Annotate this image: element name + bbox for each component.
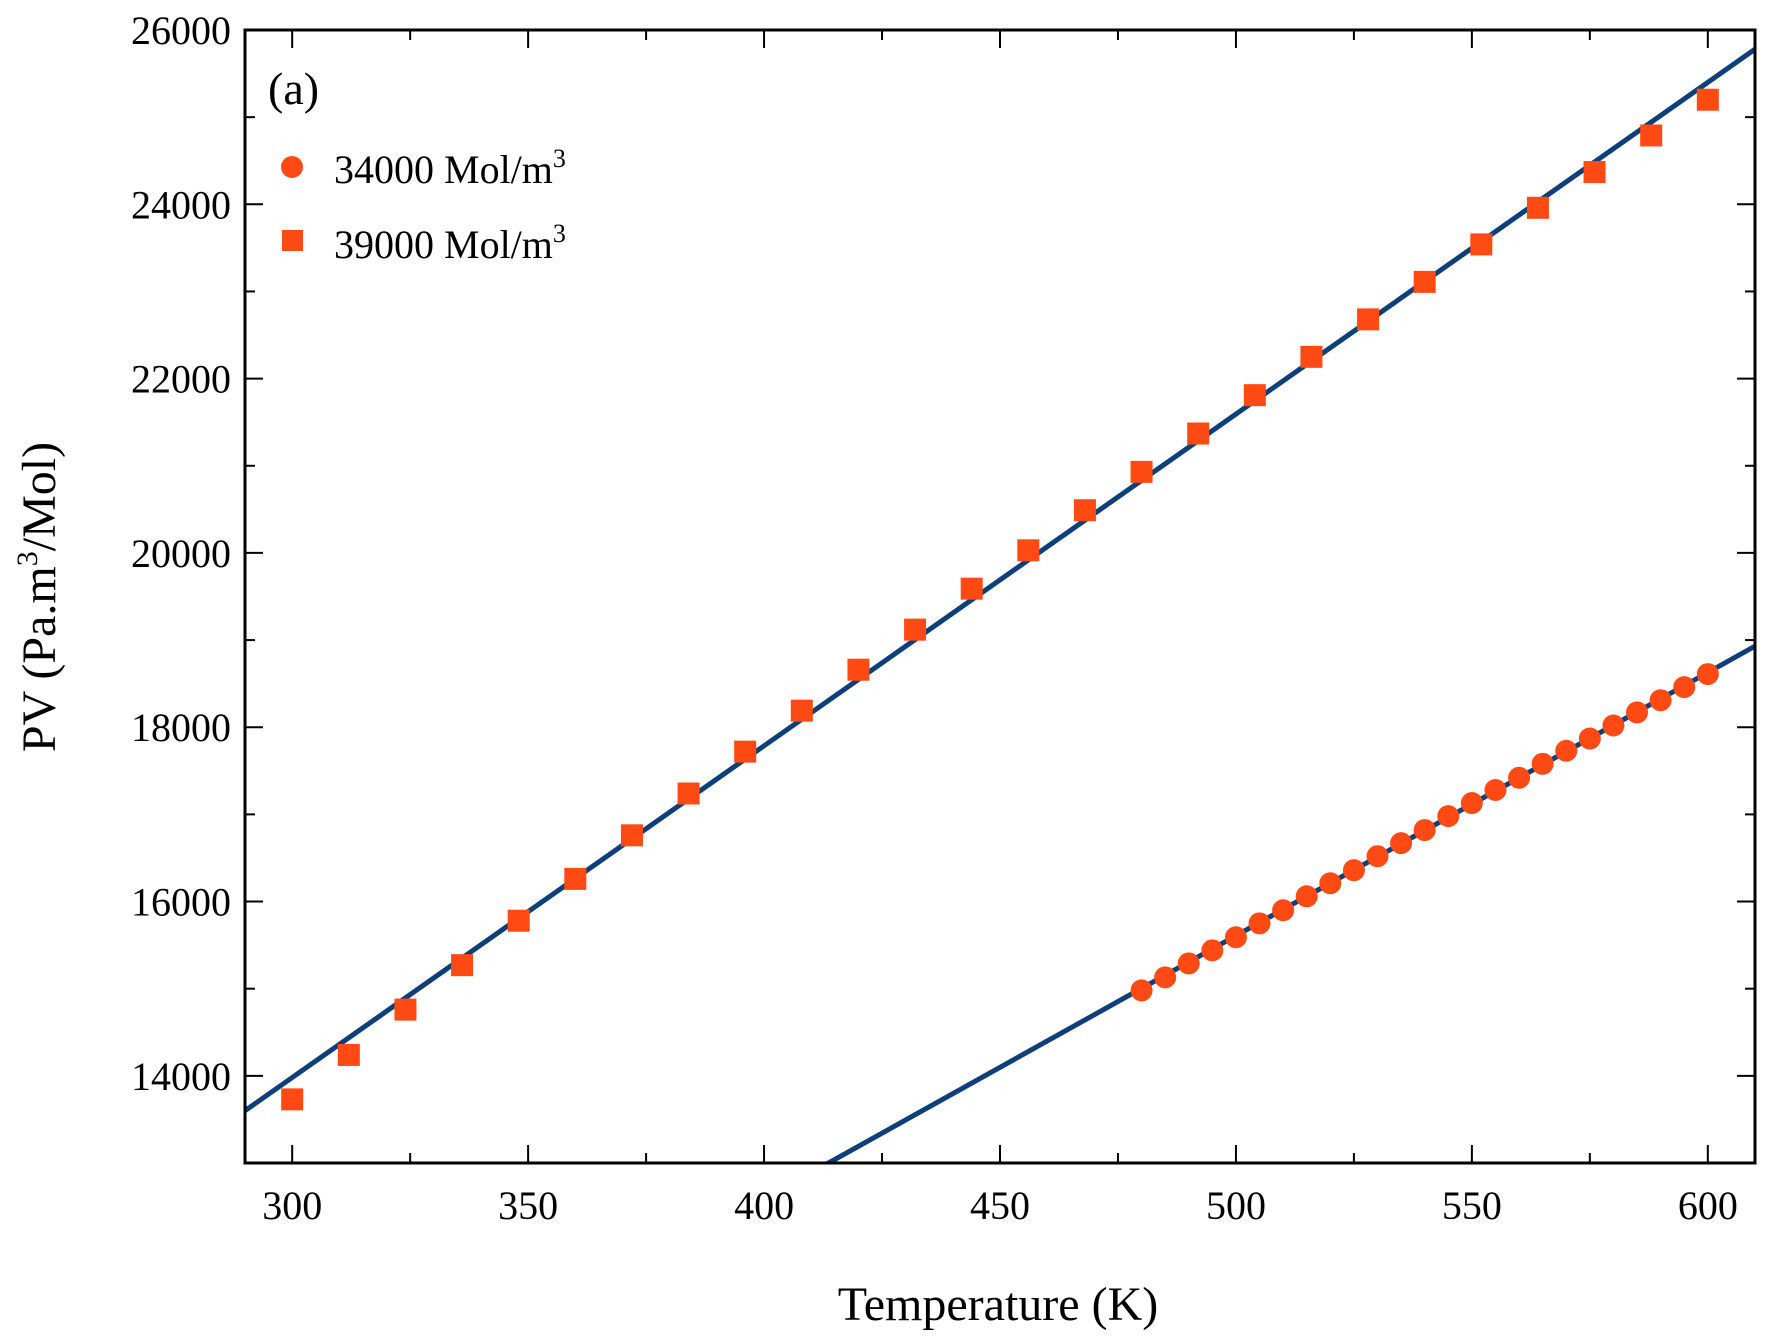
point-square xyxy=(1470,233,1493,256)
point-circle xyxy=(1508,766,1531,789)
panel-label: (a) xyxy=(268,63,319,114)
point-circle xyxy=(1602,714,1625,737)
point-circle xyxy=(1154,966,1177,989)
point-square xyxy=(734,740,757,763)
y-tick-label: 14000 xyxy=(131,1054,231,1099)
point-circle xyxy=(1626,701,1649,724)
point-square xyxy=(1187,422,1210,445)
point-circle xyxy=(1272,899,1295,922)
point-square xyxy=(337,1043,360,1066)
point-square xyxy=(1413,270,1436,293)
point-square xyxy=(790,699,813,722)
point-square xyxy=(847,658,870,681)
point-circle xyxy=(1390,832,1413,855)
point-square xyxy=(1073,499,1096,522)
y-tick-label: 24000 xyxy=(131,182,231,227)
point-square xyxy=(1583,161,1606,184)
point-square xyxy=(1526,196,1549,219)
point-circle xyxy=(1342,859,1365,882)
point-square xyxy=(1130,460,1153,483)
point-square xyxy=(564,867,587,890)
point-circle xyxy=(1484,778,1507,801)
x-tick-label: 400 xyxy=(734,1183,794,1228)
x-axis-title: Temperature (K) xyxy=(838,1278,1158,1331)
point-circle xyxy=(1130,979,1153,1002)
plot-frame xyxy=(243,28,1757,1165)
point-square xyxy=(1300,345,1323,368)
point-circle xyxy=(1177,952,1200,975)
y-tick-label: 20000 xyxy=(131,531,231,576)
legend-marker-square xyxy=(282,230,303,251)
point-circle xyxy=(1248,912,1271,935)
point-circle xyxy=(1578,727,1601,750)
point-circle xyxy=(1460,792,1483,815)
point-circle xyxy=(1696,663,1719,686)
point-square xyxy=(394,998,417,1021)
point-circle xyxy=(1295,885,1318,908)
point-square xyxy=(1243,384,1266,407)
point-square xyxy=(281,1088,304,1111)
point-circle xyxy=(1413,819,1436,842)
point-circle xyxy=(1437,805,1460,828)
point-circle xyxy=(1673,676,1696,699)
x-tick-label: 300 xyxy=(262,1183,322,1228)
y-axis-title: PV (Pa.m3/Mol) xyxy=(11,442,66,752)
legend-entry-1: 34000 Mol/m3 xyxy=(334,144,566,192)
tick-labels: 300 350 400 450 500 550 600 14000 16000 18000 2000… xyxy=(131,8,1738,1228)
point-square xyxy=(451,954,474,977)
legend-entry-2: 39000 Mol/m3 xyxy=(334,219,566,267)
point-square xyxy=(1017,539,1040,562)
point-square xyxy=(620,824,643,847)
y-tick-label: 22000 xyxy=(131,357,231,402)
y-tick-label: 18000 xyxy=(131,705,231,750)
data-markers xyxy=(281,88,1719,1111)
point-circle xyxy=(1555,739,1578,762)
point-square xyxy=(1357,308,1380,331)
point-circle xyxy=(1201,939,1224,962)
point-square xyxy=(507,909,530,932)
point-circle xyxy=(1531,752,1554,775)
point-square xyxy=(904,618,927,641)
x-tick-label: 500 xyxy=(1206,1183,1266,1228)
point-square xyxy=(1696,88,1719,111)
point-square xyxy=(677,782,700,805)
point-square xyxy=(1640,124,1663,147)
point-circle xyxy=(1319,872,1342,895)
y-tick-label: 16000 xyxy=(131,880,231,925)
x-tick-label: 550 xyxy=(1442,1183,1502,1228)
point-square xyxy=(960,577,983,600)
legend-marker-circle xyxy=(281,156,303,178)
x-tick-label: 600 xyxy=(1678,1183,1738,1228)
fit-line-2 xyxy=(245,47,1755,1113)
point-circle xyxy=(1224,926,1247,949)
x-tick-label: 450 xyxy=(970,1183,1030,1228)
x-tick-label: 350 xyxy=(498,1183,558,1228)
y-tick-label: 26000 xyxy=(131,8,231,53)
point-circle xyxy=(1366,845,1389,868)
legend: 34000 Mol/m3 39000 Mol/m3 xyxy=(281,144,566,267)
point-circle xyxy=(1649,689,1672,712)
